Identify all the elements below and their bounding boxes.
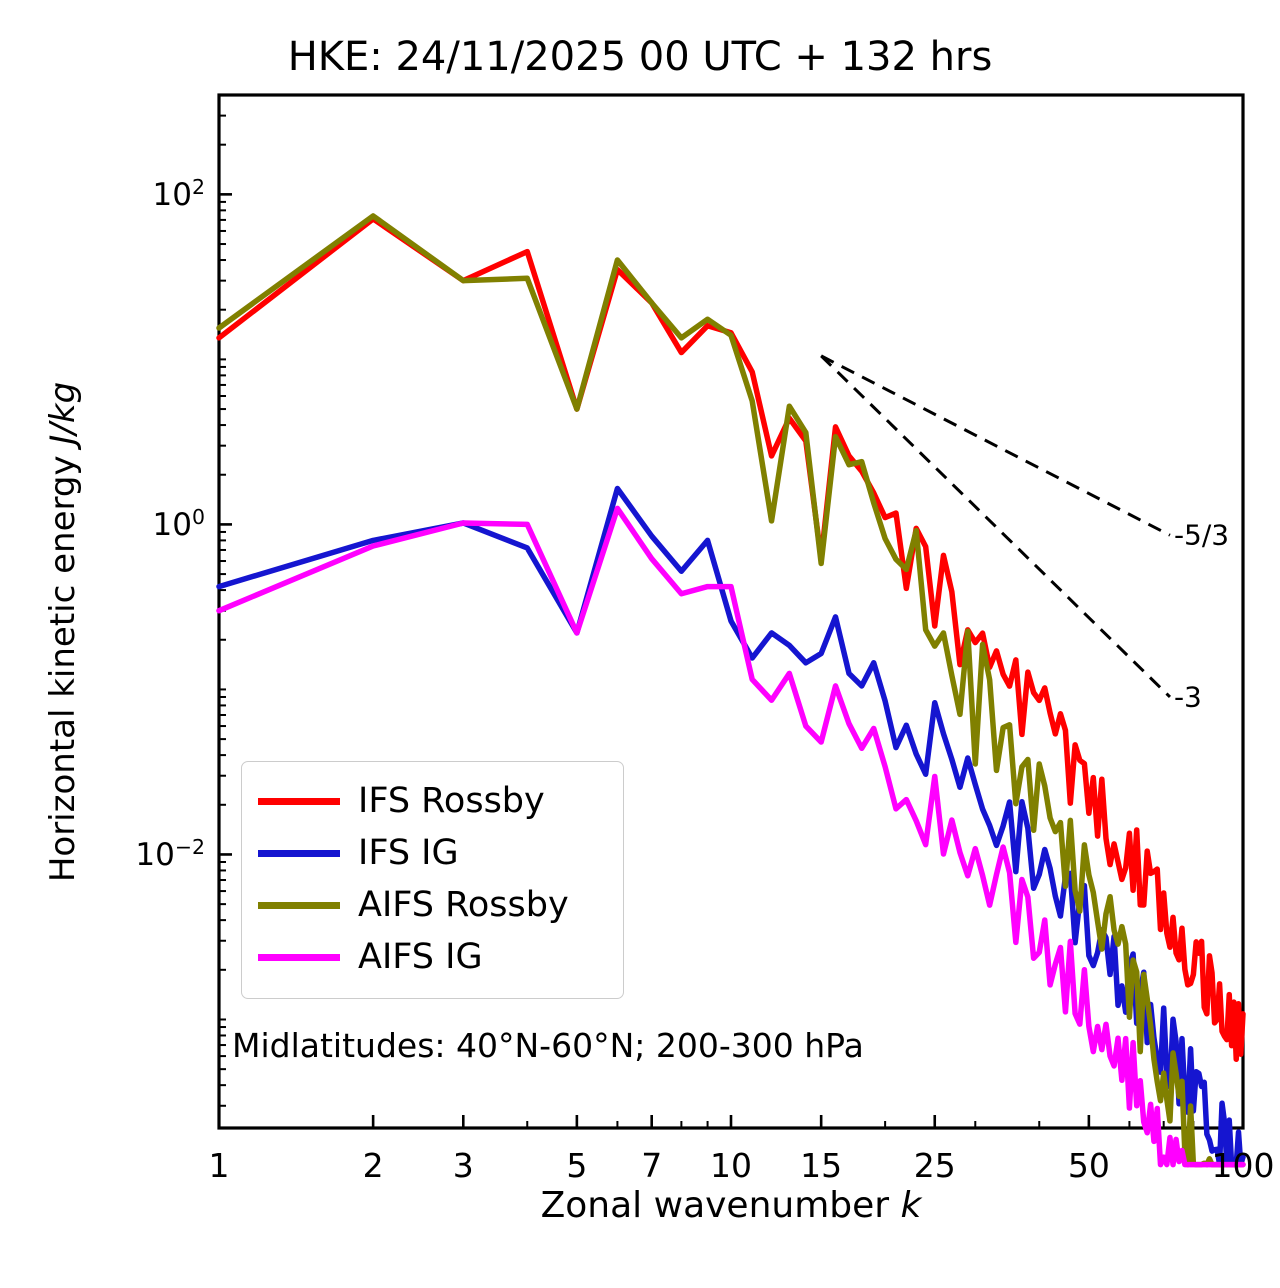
legend-label-ifs-rossby: IFS Rossby (358, 780, 545, 821)
x-axis-label: Zonal wavenumber k (219, 1185, 1243, 1226)
y-tick-label: 10−2 (135, 835, 205, 874)
x-tick-label: 25 (913, 1146, 956, 1185)
x-tick-label: 15 (800, 1146, 843, 1185)
x-tick-label: 2 (362, 1146, 384, 1185)
x-tick-label: 5 (566, 1146, 588, 1185)
x-axis-variable: k (900, 1185, 922, 1226)
legend-label-aifs-rossby: AIFS Rossby (358, 884, 569, 925)
y-tick-label: 102 (152, 175, 205, 214)
slope-label--5-3: -5/3 (1173, 518, 1230, 552)
legend-swatch-aifs-ig (258, 953, 340, 961)
legend-swatch-ifs-rossby (258, 797, 340, 805)
data-series-group (216, 213, 1246, 1168)
legend-item[interactable]: AIFS IG (258, 931, 607, 983)
legend-item[interactable]: AIFS Rossby (258, 879, 607, 931)
legend-swatch-aifs-rossby (258, 901, 340, 909)
axis-ticks (217, 94, 1245, 1128)
slope-label--3: -3 (1173, 680, 1202, 714)
legend-label-ifs-ig: IFS IG (358, 832, 459, 873)
x-tick-label: 50 (1067, 1146, 1110, 1185)
y-tick-label: 100 (152, 505, 205, 544)
reference-slope-lines (820, 354, 1172, 699)
legend-item[interactable]: IFS IG (258, 827, 607, 879)
legend-swatch-ifs-ig (258, 849, 340, 857)
legend[interactable]: IFS Rossby IFS IG AIFS Rossby AIFS IG (241, 761, 624, 999)
region-annotation: Midlatitudes: 40°N-60°N; 200-300 hPa (232, 1026, 864, 1065)
x-tick-label: 7 (641, 1146, 663, 1185)
x-tick-label: 10 (710, 1146, 752, 1185)
x-axis-label-text: Zonal wavenumber (540, 1185, 901, 1226)
legend-item[interactable]: IFS Rossby (258, 775, 607, 827)
x-tick-label: 3 (452, 1146, 474, 1185)
x-tick-label: 100 (1211, 1146, 1275, 1185)
x-tick-label: 1 (208, 1146, 230, 1185)
page-title: HKE: 24/11/2025 00 UTC + 132 hrs (287, 34, 993, 80)
legend-label-aifs-ig: AIFS IG (358, 936, 483, 977)
